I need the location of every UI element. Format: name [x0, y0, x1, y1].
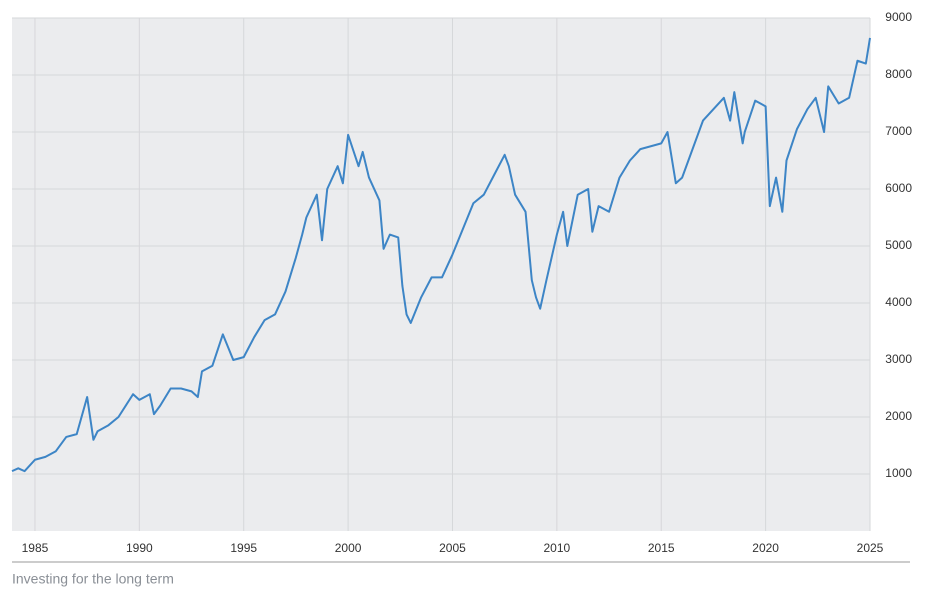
- y-tick-label: 1000: [885, 466, 912, 480]
- series-line: [11, 37, 871, 473]
- x-tick-label: 1995: [230, 541, 257, 555]
- x-tick-label: 2020: [752, 541, 779, 555]
- x-tick-label: 2000: [335, 541, 362, 555]
- x-tick-label: 1990: [126, 541, 153, 555]
- y-tick-label: 9000: [885, 10, 912, 24]
- y-tick-label: 3000: [885, 352, 912, 366]
- y-tick-label: 2000: [885, 409, 912, 423]
- x-tick-label: 2010: [544, 541, 571, 555]
- y-tick-label: 8000: [885, 67, 912, 81]
- y-tick-label: 6000: [885, 181, 912, 195]
- caption: Investing for the long term: [12, 571, 174, 587]
- x-tick-label: 2015: [648, 541, 675, 555]
- x-tick-label: 1985: [22, 541, 49, 555]
- y-tick-label: 7000: [885, 124, 912, 138]
- plot-area: [12, 18, 870, 531]
- x-tick-label: 2025: [857, 541, 884, 555]
- y-tick-label: 5000: [885, 238, 912, 252]
- y-tick-label: 4000: [885, 295, 912, 309]
- x-tick-label: 2005: [439, 541, 466, 555]
